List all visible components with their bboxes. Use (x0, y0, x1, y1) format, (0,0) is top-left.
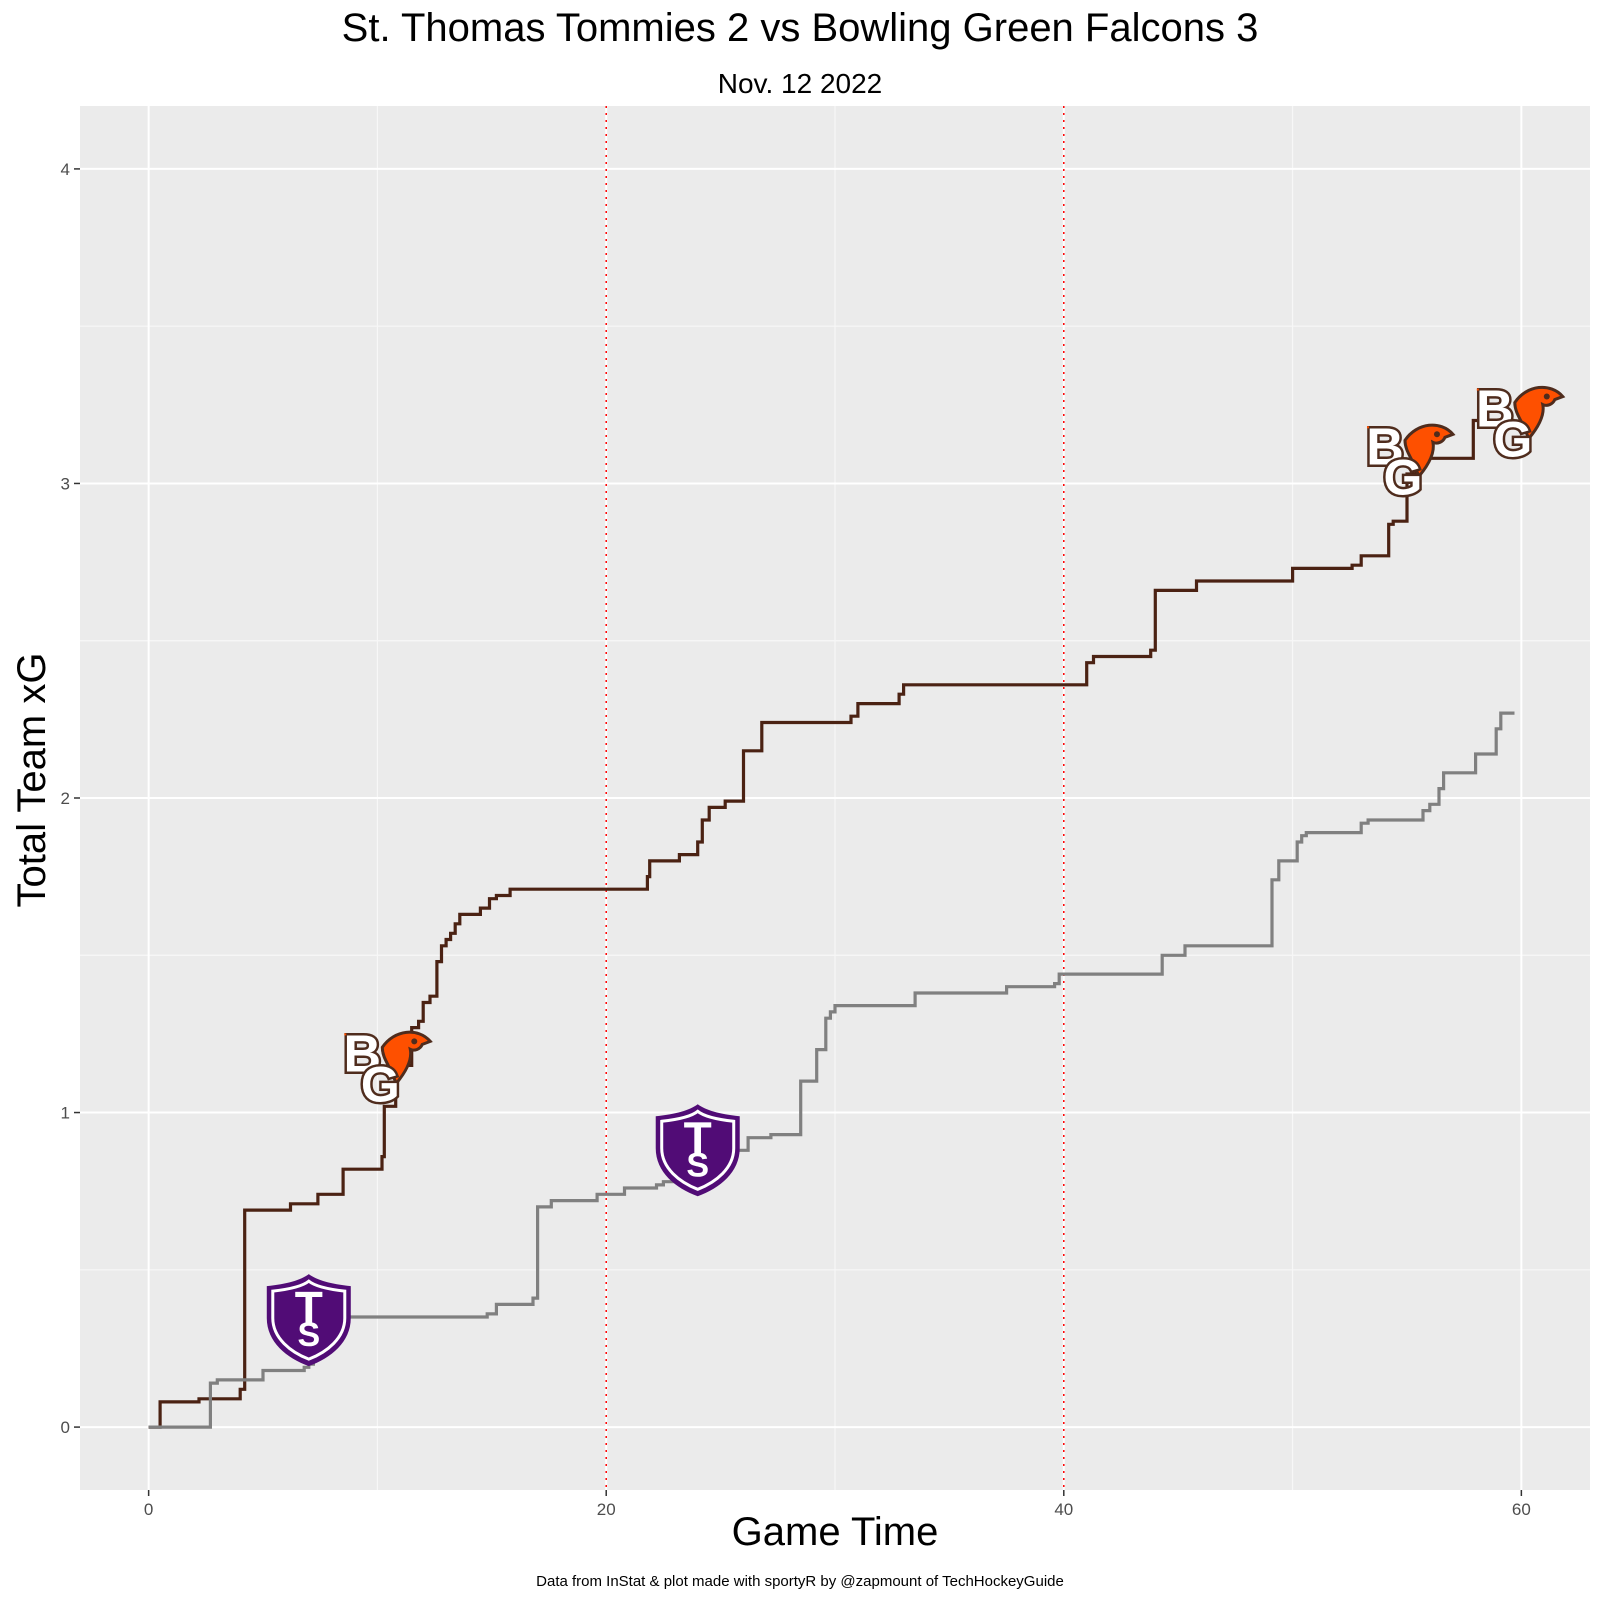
bg-letter-b: B (1476, 381, 1514, 439)
y-tick-label: 1 (61, 1104, 70, 1123)
falcon-eye (411, 1038, 418, 1045)
x-tick-label: 60 (1512, 1500, 1531, 1519)
shield-inner-border (660, 1109, 736, 1191)
falcon-accent (1366, 426, 1369, 429)
tommies-shield-logo-icon: TS (266, 1274, 351, 1367)
bg-letter-b: B (1366, 418, 1404, 476)
xg-line-bowling-green-falcons (148, 418, 1515, 1429)
bg-letter-g: G (1384, 449, 1423, 505)
chart-subtitle: Nov. 12 2022 (717, 68, 883, 99)
shield-outer (266, 1274, 351, 1367)
major-gridlines (80, 106, 1590, 1490)
chart-title: St. Thomas Tommies 2 vs Bowling Green Fa… (341, 6, 1259, 50)
falcon-head-shape (380, 1030, 433, 1087)
falcons-bg-logo-icon: BG (341, 1023, 433, 1115)
bg-letter-b: B (344, 1025, 382, 1083)
shield-letter-s: S (297, 1316, 320, 1354)
shield-letter-t: T (295, 1282, 323, 1334)
y-tick-label: 3 (61, 474, 70, 493)
x-tick-label: 0 (144, 1500, 153, 1519)
shield-outer (655, 1104, 740, 1197)
falcon-head-shape (1513, 385, 1566, 442)
falcon-eye (1433, 431, 1440, 438)
falcon-accent (344, 1033, 347, 1036)
cumulative-xg-lines (148, 418, 1515, 1429)
falcons-bg-logo-icon: BG (1474, 378, 1566, 470)
shield-inner-border (271, 1279, 347, 1361)
axis-ticks: 0 20 40 60 0 1 2 3 4 (61, 160, 1531, 1519)
minor-gridlines (80, 106, 1590, 1490)
y-tick-label: 2 (61, 789, 70, 808)
bg-letter-g: G (1493, 412, 1532, 468)
falcons-bg-logo-icon: BG (1364, 416, 1456, 508)
chart-caption: Data from InStat & plot made with sporty… (536, 1573, 1064, 1590)
falcon-eye (1543, 393, 1550, 400)
falcon-accent (1476, 388, 1479, 391)
falcon-head-shape (1403, 423, 1456, 480)
y-tick-label: 4 (61, 160, 70, 179)
tommies-shield-logo-icon: TS (655, 1104, 740, 1197)
y-axis-label: Total Team xG (10, 652, 54, 908)
x-axis-label: Game Time (731, 1510, 939, 1554)
x-tick-label: 20 (597, 1500, 616, 1519)
shield-letter-s: S (686, 1146, 709, 1184)
xg-line-st-thomas-tommies (148, 711, 1515, 1429)
shield-letter-t: T (684, 1112, 712, 1164)
bg-letter-g: G (361, 1056, 400, 1112)
y-tick-label: 0 (61, 1418, 70, 1437)
x-tick-label: 40 (1054, 1500, 1073, 1519)
